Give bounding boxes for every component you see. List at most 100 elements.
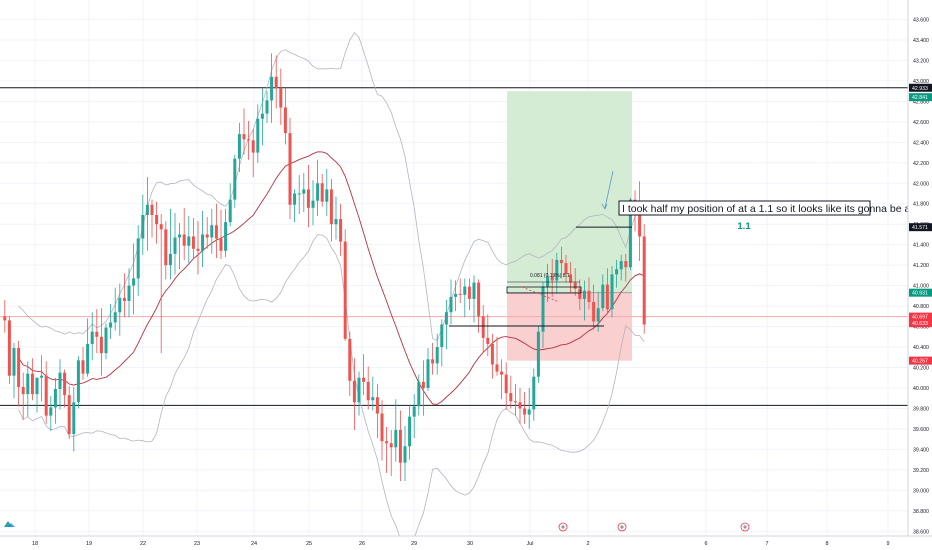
candle-body [500,371,504,375]
annotation[interactable]: I took half my position of at a 1.1 so i… [530,200,932,279]
candle [3,299,7,333]
y-tick-label: 40.600 [913,325,929,331]
candle-body [615,269,619,275]
candle-body [564,263,568,275]
candle-body [408,416,412,447]
x-tick-label: 6 [704,541,707,547]
candle [592,284,596,330]
candle-body [26,373,30,395]
candle-body [467,286,471,299]
candle-body [541,286,545,332]
candle-body [610,274,614,310]
candle [7,316,11,384]
y-tick-label: 41.000 [913,284,929,290]
candle-body [274,76,278,89]
candle-body [536,331,540,377]
candle-body [316,183,320,201]
candle [297,175,301,214]
arrow-line[interactable] [604,170,614,209]
candle-body [440,324,444,348]
candle-body [265,100,269,114]
x-tick-label: Jul [526,541,533,547]
target-zone [507,91,632,293]
y-tick-label: 42.200 [913,161,929,167]
candle-body [486,337,490,344]
candle [113,287,117,331]
measure-box[interactable] [506,286,582,294]
candle [30,358,34,401]
candle-body [320,183,324,202]
candle [357,371,361,416]
candle-body [214,225,218,239]
price-tag-bg [909,312,932,321]
time-axis-bg [0,536,932,550]
candle [53,377,57,424]
candle [472,275,476,323]
y-tick-label: 41.400 [913,243,929,249]
annotation-text: I took half my position of at a 1.1 so i… [622,203,932,215]
candle [283,88,287,145]
candle [559,246,563,279]
candle-body [559,260,563,264]
candle [260,88,264,146]
candle [81,347,85,380]
bollinger-basis-line [18,151,645,405]
event-markers[interactable] [558,522,750,532]
candle-body [99,336,103,354]
candle-body [191,236,195,249]
candle-body [279,88,283,108]
y-tick-label: 40.000 [913,386,929,392]
measure-label: 0.081 (0.19%) 8.1 [530,273,570,279]
y-tick-label: 41.200 [913,263,929,269]
y-tick-label: 42.400 [913,140,929,146]
candle-body [601,284,605,309]
candle-body [573,282,577,289]
candle [12,342,16,399]
candle-body [431,359,435,364]
candle-body [233,158,237,200]
time-axis[interactable] [0,535,932,550]
candle [279,68,283,125]
candle [518,387,522,424]
candle-body [251,140,255,153]
bollinger-bands [18,31,645,547]
drawings[interactable] [449,170,632,327]
candle-body [325,189,329,202]
candle-body [224,222,228,251]
price-tag-bg [909,356,932,365]
y-tick-label: 42.800 [913,99,929,105]
candle-body [164,229,168,266]
candle-body [35,377,39,395]
candle-body [178,234,182,238]
candle [642,224,646,334]
trade-path-line[interactable] [521,286,560,303]
price-tag-bg [909,319,932,328]
candle-body [477,282,481,317]
candle-body [40,375,44,378]
candle-body [504,374,508,394]
price-tag-bg [909,288,932,297]
event-marker-icon[interactable] [558,522,568,532]
candle-body [329,189,333,225]
candle [205,217,209,249]
candle-body [518,402,522,409]
y-tick-label: 43.200 [913,58,929,64]
candle [398,410,402,482]
x-tick-labels: 18 19 22 23 24 25 26 29 30 Jul 2 6 7 8 9 [32,541,890,547]
candle-body [638,204,642,237]
x-tick-label: 24 [251,541,257,547]
candle [76,356,80,409]
candle-body [513,401,517,403]
candle [421,360,425,416]
event-marker-icon[interactable] [617,522,627,532]
candle-body [219,238,223,251]
y-tick-label: 39.600 [913,427,929,433]
candle-body [582,290,586,299]
y-tick-label: 39.400 [913,447,929,453]
candle-body [642,236,646,325]
candle [527,387,531,429]
candle [371,376,375,411]
event-marker-icon[interactable] [740,522,750,532]
